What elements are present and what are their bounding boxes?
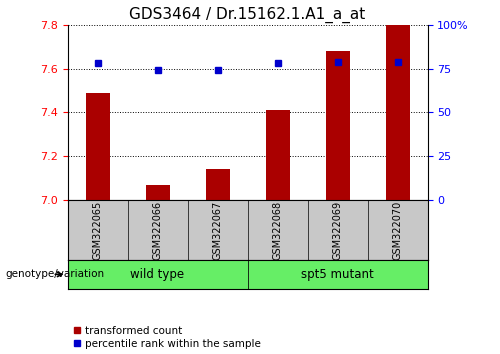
Bar — [68, 260, 248, 289]
Text: GSM322067: GSM322067 — [212, 200, 222, 260]
Text: GSM322066: GSM322066 — [152, 200, 162, 260]
Text: spt5 mutant: spt5 mutant — [301, 268, 374, 281]
Bar — [326, 51, 349, 200]
Text: GSM322065: GSM322065 — [92, 200, 102, 260]
Bar — [248, 260, 428, 289]
Bar — [86, 93, 110, 200]
Text: GSM322070: GSM322070 — [392, 200, 402, 260]
Text: GSM322068: GSM322068 — [272, 200, 282, 260]
Text: GSM322069: GSM322069 — [332, 200, 342, 260]
Bar — [386, 25, 409, 200]
Legend: transformed count, percentile rank within the sample: transformed count, percentile rank withi… — [72, 326, 261, 349]
Title: GDS3464 / Dr.15162.1.A1_a_at: GDS3464 / Dr.15162.1.A1_a_at — [130, 7, 366, 23]
Bar — [146, 185, 170, 200]
Text: wild type: wild type — [130, 268, 184, 281]
Bar — [206, 169, 230, 200]
Bar — [266, 110, 289, 200]
Text: genotype/variation: genotype/variation — [5, 269, 104, 279]
